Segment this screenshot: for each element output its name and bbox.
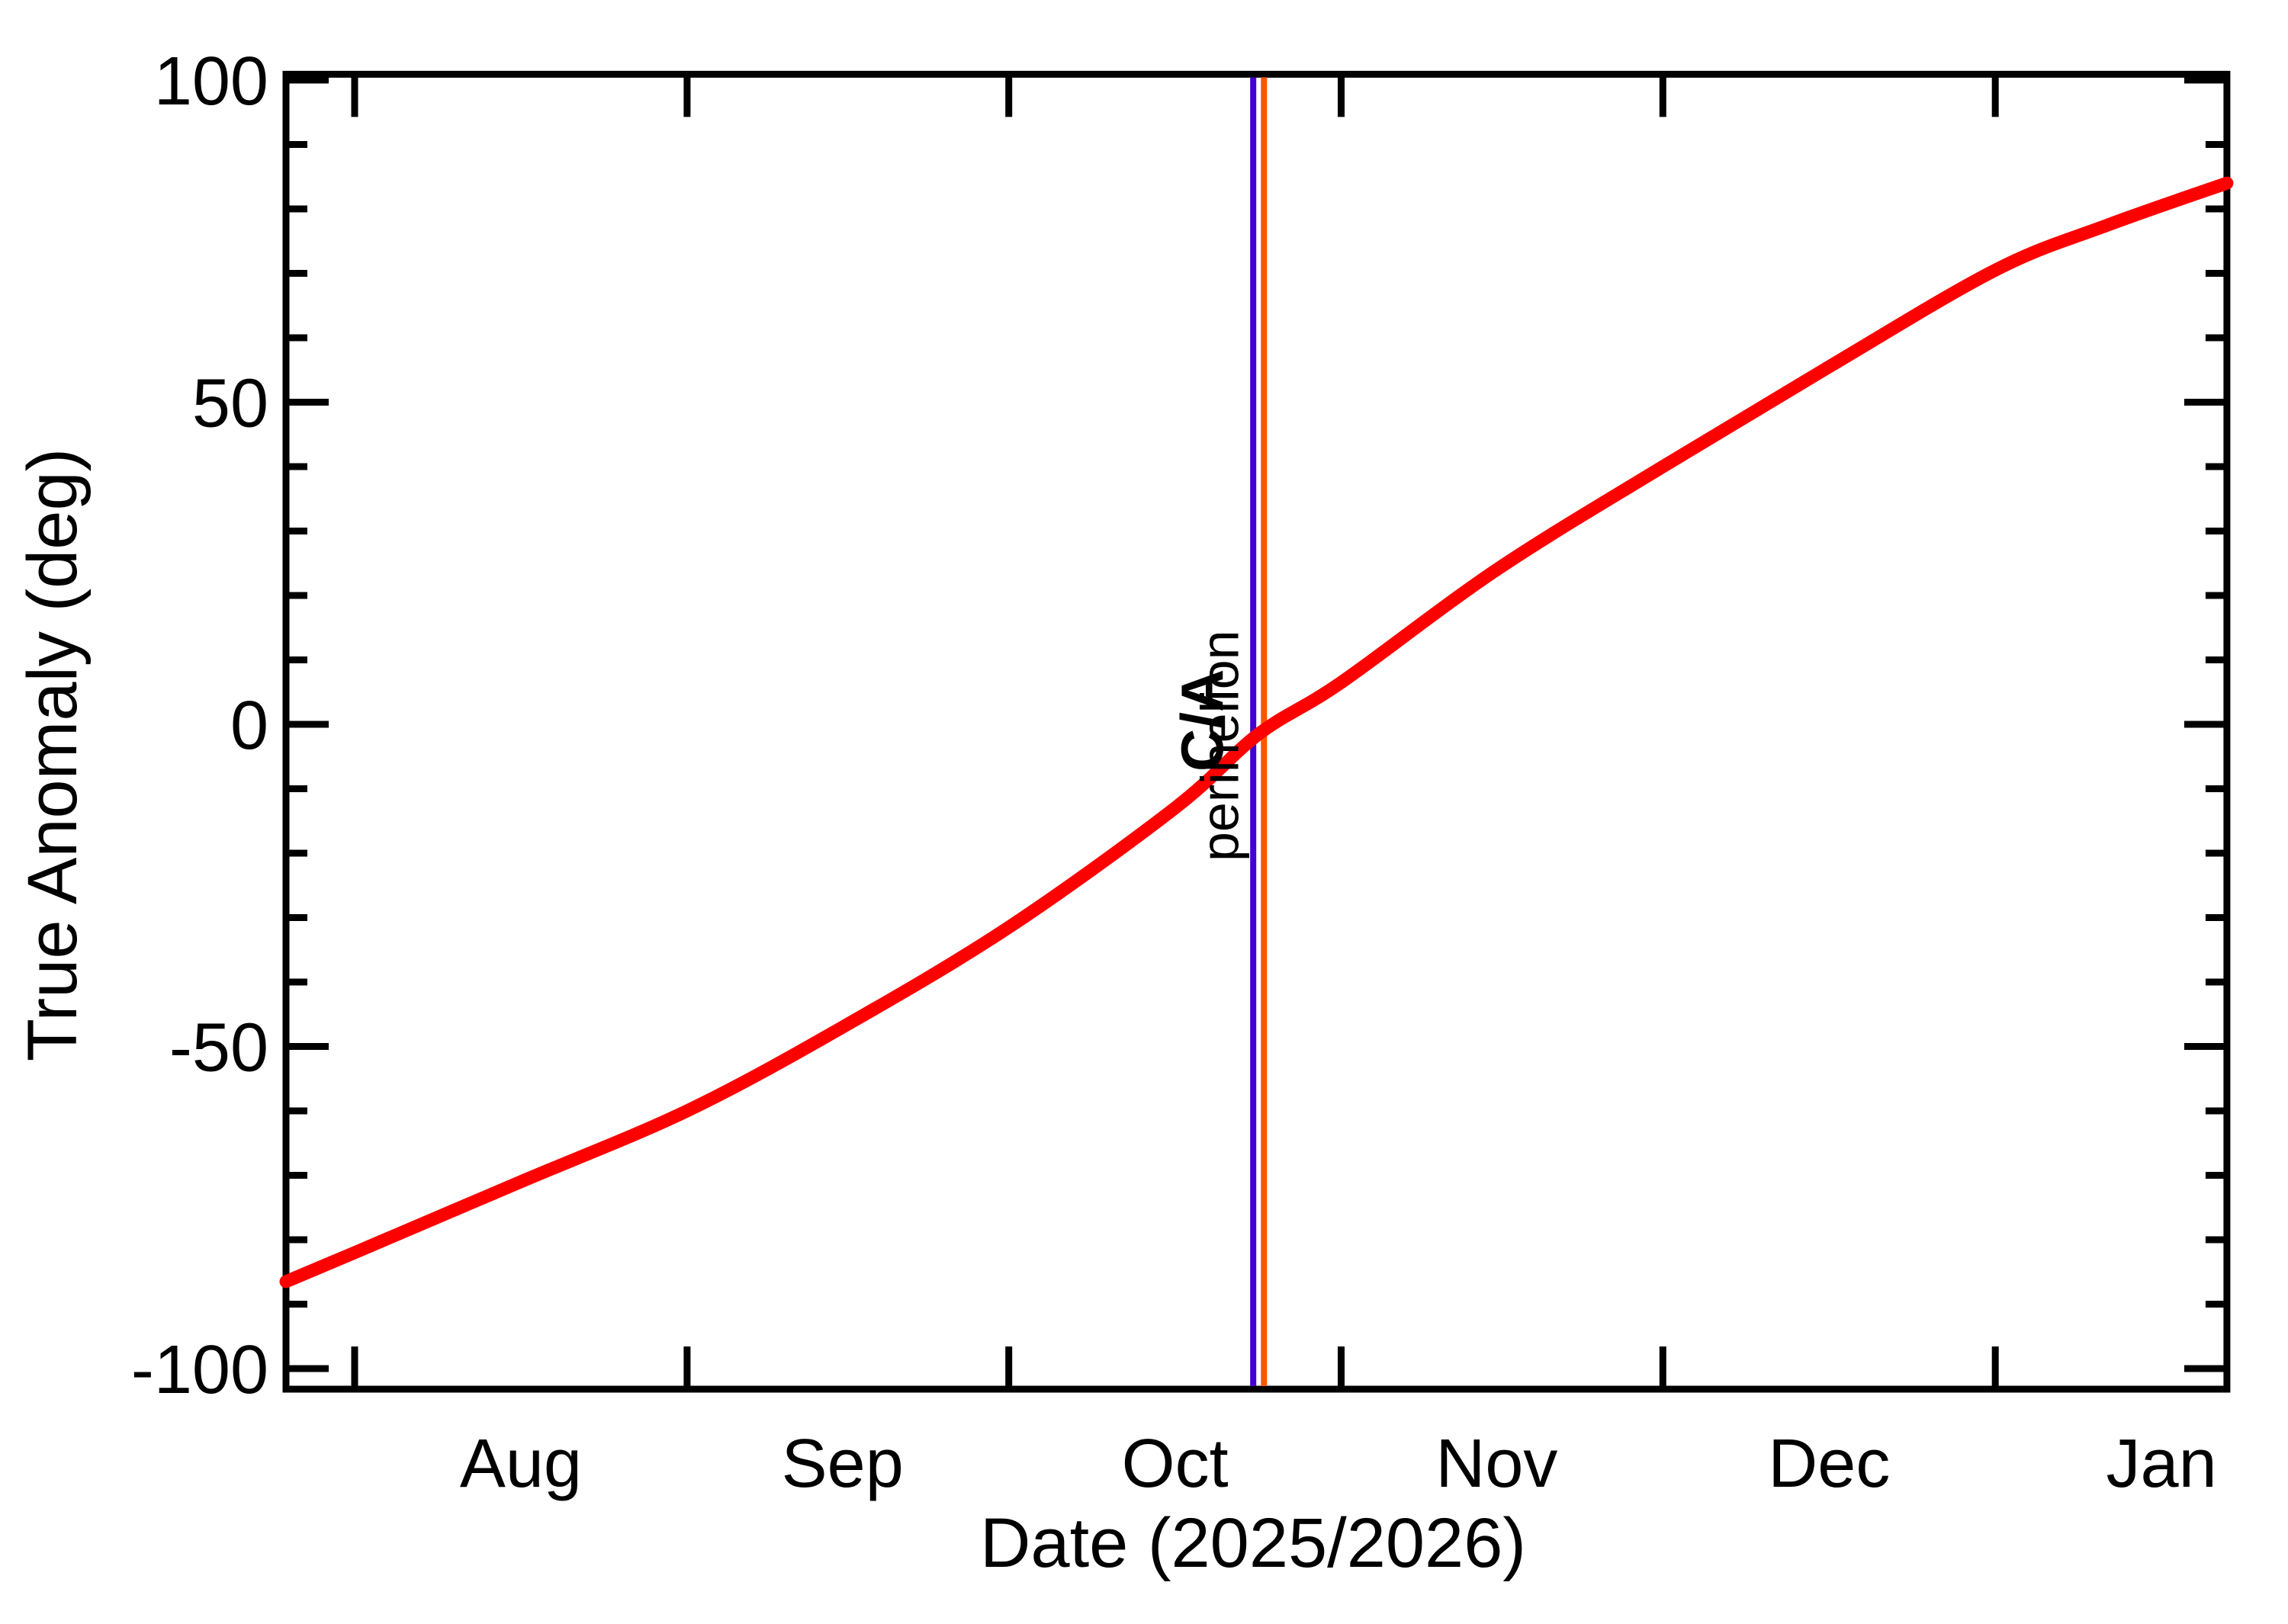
axis-ticks: [286, 74, 2227, 1389]
y-tick-label: -50: [169, 1010, 268, 1086]
plot-frame-group: [282, 70, 2231, 1393]
y-axis-title: True Anomaly (deg): [14, 448, 92, 1062]
x-tick-label: Sep: [782, 1426, 904, 1502]
x-tick-label: Jan: [2106, 1426, 2217, 1502]
x-tick-label: Nov: [1435, 1426, 1557, 1502]
x-tick-label: Dec: [1768, 1426, 1890, 1502]
x-tick-label: Oct: [1122, 1426, 1229, 1502]
y-tick-label: 0: [230, 688, 268, 764]
true-anomaly-curve: [279, 176, 2234, 1289]
y-tick-label: 100: [154, 43, 268, 120]
close-approach-label: C/A: [1168, 669, 1236, 772]
data-curve-group: [279, 176, 2234, 1289]
perihelion-label: perihelion: [1190, 630, 1249, 862]
plot-frame: [282, 70, 2231, 1393]
x-tick-label: Aug: [460, 1426, 582, 1502]
y-tick-label: -100: [131, 1332, 268, 1408]
x-axis-title: Date (2025/2026): [980, 1504, 1526, 1582]
y-tick-label: 50: [192, 366, 268, 442]
axis-tick-labels: 100 50 0 -50 -100 Aug Sep Oct Nov Dec Jan: [131, 43, 2217, 1502]
